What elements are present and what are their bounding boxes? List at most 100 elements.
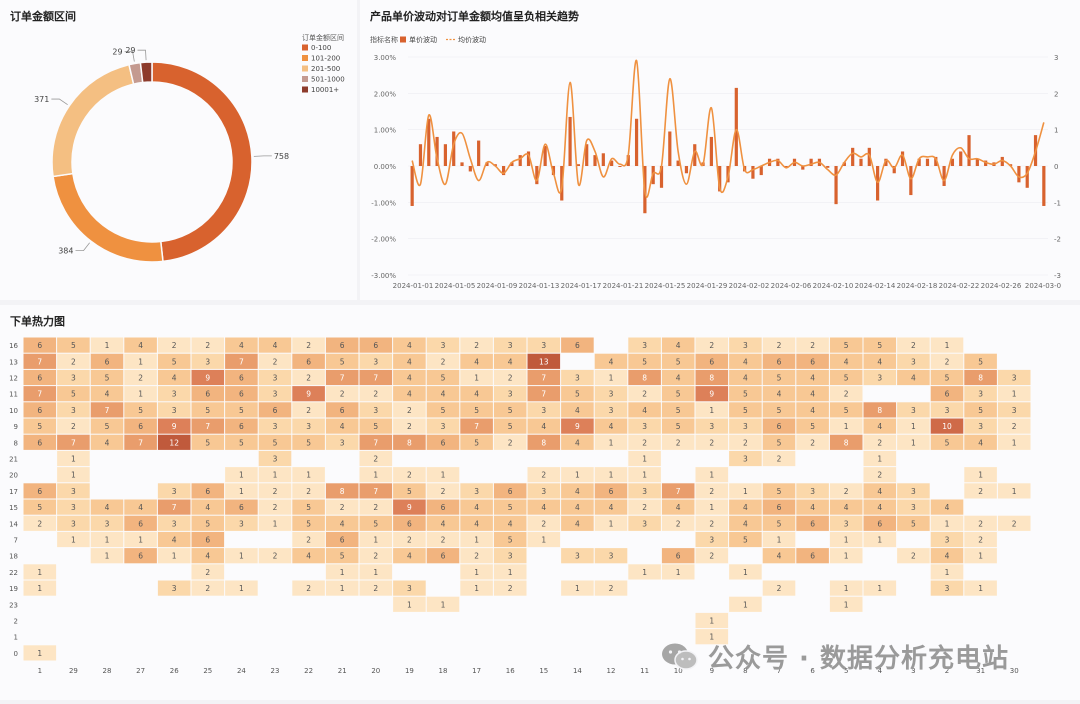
heatmap-cell xyxy=(426,353,460,369)
heatmap-cell xyxy=(191,386,225,402)
heatmap-cell-value: 9 xyxy=(306,390,311,399)
trend-bar xyxy=(568,116,572,166)
heatmap-cell-value: 1 xyxy=(844,536,849,545)
heatmap-cell xyxy=(594,515,628,531)
heatmap-cell xyxy=(157,483,191,499)
heatmap-cell-value: 3 xyxy=(273,455,278,464)
heatmap-cell-value: 5 xyxy=(743,390,748,399)
trend-bar xyxy=(917,158,921,166)
heatmap-cell-value: 2 xyxy=(642,390,647,399)
heatmap-cell xyxy=(863,450,897,467)
heatmap-x-label: 5 xyxy=(844,667,848,675)
heatmap-x-label: 23 xyxy=(271,667,280,675)
heatmap-cell-value: 1 xyxy=(373,568,378,577)
heatmap-cell xyxy=(325,337,359,353)
heatmap-cell-value: 3 xyxy=(911,503,916,512)
heatmap-cell-value: 4 xyxy=(441,390,446,399)
heatmap-cell xyxy=(829,531,863,548)
heatmap-y-label: 17 xyxy=(9,488,18,496)
trend-bar xyxy=(759,166,763,176)
heatmap-cell-value: 2 xyxy=(273,357,278,366)
trend-bar xyxy=(659,166,664,188)
heatmap-cell-value: 2 xyxy=(474,552,479,561)
heatmap-cell-value: 2 xyxy=(407,406,412,415)
heatmap-cell-value: 1 xyxy=(844,600,849,609)
heatmap-cell-value: 3 xyxy=(743,422,748,431)
heatmap-cell-value: 5 xyxy=(911,519,916,528)
heatmap-cell-value: 3 xyxy=(945,406,950,415)
heatmap-cell xyxy=(191,483,225,499)
heatmap-cell-value: 4 xyxy=(609,503,614,512)
trend-bar xyxy=(1017,166,1021,183)
heatmap-cell xyxy=(594,418,628,434)
trend-bar xyxy=(959,151,963,166)
heatmap-x-label: 22 xyxy=(304,667,313,675)
heatmap-cell-value: 5 xyxy=(777,406,782,415)
heatmap-x-label: 16 xyxy=(506,667,515,675)
heatmap-cell xyxy=(796,369,829,386)
heatmap-cell xyxy=(191,515,225,531)
heatmap-cell-value: 1 xyxy=(911,422,916,431)
heatmap-cell-value: 10 xyxy=(942,422,952,431)
trend-line xyxy=(411,59,1045,198)
heatmap-cell xyxy=(964,434,997,450)
watermark-text: 公众号 · 数据分析充电站 xyxy=(708,644,1009,674)
heatmap-cell-value: 5 xyxy=(373,422,378,431)
heatmap-cell xyxy=(729,337,762,353)
heatmap-cell-value: 5 xyxy=(373,519,378,528)
heatmap-cell xyxy=(191,402,225,418)
heatmap-cell-value: 3 xyxy=(373,406,378,415)
heatmap-cell-value: 4 xyxy=(777,390,782,399)
heatmap-cell xyxy=(695,612,729,629)
heatmap-cell-value: 1 xyxy=(1012,438,1017,447)
heatmap-cell-value: 1 xyxy=(474,374,479,383)
donut-legend-label: 0-100 xyxy=(311,44,331,52)
heatmap-cell xyxy=(258,515,292,531)
trend-y-tick-right: 2 xyxy=(1054,90,1058,98)
trend-bar xyxy=(452,131,456,166)
heatmap-cell-value: 6 xyxy=(239,374,244,383)
heatmap-cell xyxy=(762,386,796,402)
donut-legend-title: 订单金额区间 xyxy=(302,33,344,42)
heatmap-cell-value: 5 xyxy=(844,374,849,383)
heatmap-cell xyxy=(292,402,325,418)
heatmap-cell xyxy=(527,353,561,369)
heatmap-cell xyxy=(493,418,527,434)
heatmap-cell-value: 4 xyxy=(911,374,916,383)
heatmap-cell-value: 2 xyxy=(541,519,546,528)
heatmap-cell xyxy=(157,580,191,596)
heatmap-x-label: 9 xyxy=(710,667,714,675)
heatmap-cell xyxy=(23,645,57,661)
heatmap-cell-value: 1 xyxy=(911,438,916,447)
heatmap-cell-value: 1 xyxy=(239,487,244,496)
heatmap-cell xyxy=(628,434,661,450)
donut-legend-swatch xyxy=(302,65,308,72)
heatmap-cell-value: 4 xyxy=(877,422,882,431)
heatmap-cell-value: 3 xyxy=(911,357,916,366)
heatmap-cell-value: 6 xyxy=(138,519,143,528)
heatmap-cell xyxy=(762,418,796,434)
trend-bar xyxy=(610,160,614,166)
heatmap-cell-value: 7 xyxy=(373,487,378,496)
heatmap-cell xyxy=(695,531,729,548)
trend-bar xyxy=(477,140,481,166)
heatmap-cell xyxy=(930,499,964,515)
heatmap-x-label: 6 xyxy=(810,667,815,675)
heatmap-cell-value: 1 xyxy=(239,584,244,593)
heatmap-cell xyxy=(527,386,561,402)
heatmap-cell-value: 4 xyxy=(105,390,110,399)
heatmap-cell-value: 7 xyxy=(676,487,681,496)
heatmap-cell-value: 4 xyxy=(105,438,110,447)
heatmap-cell-value: 4 xyxy=(676,503,681,512)
heatmap-cell-value: 6 xyxy=(37,374,42,383)
heatmap-cell xyxy=(964,515,997,531)
heatmap-cell-value: 4 xyxy=(945,503,950,512)
heatmap-cell-value: 2 xyxy=(273,487,278,496)
heatmap-cell-value: 3 xyxy=(172,390,177,399)
trend-y-tick-right: 0 xyxy=(1054,163,1058,171)
heatmap-cell-value: 3 xyxy=(945,584,950,593)
heatmap-cell-value: 2 xyxy=(709,438,714,447)
heatmap-cell xyxy=(393,386,426,402)
heatmap-cell-value: 3 xyxy=(71,519,76,528)
heatmap-cell-value: 2 xyxy=(877,438,882,447)
